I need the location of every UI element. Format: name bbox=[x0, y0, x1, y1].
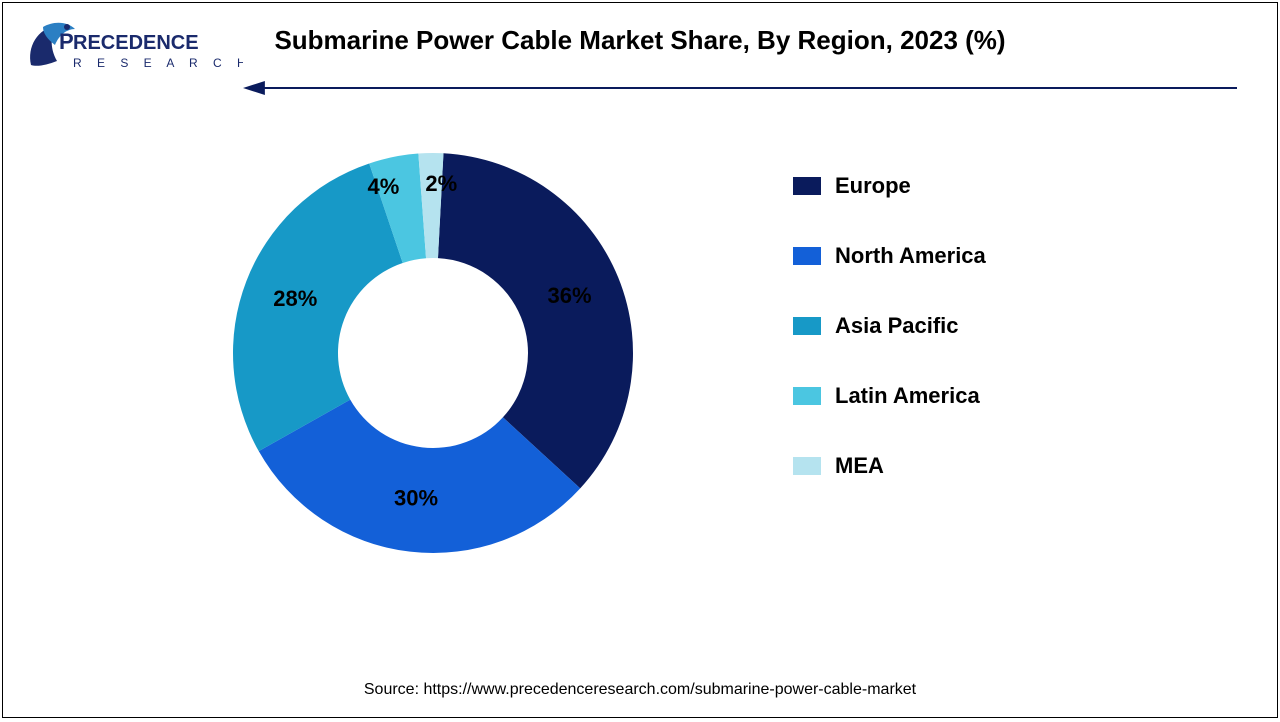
slice-label: 30% bbox=[394, 485, 438, 510]
decorative-arrow bbox=[243, 81, 1237, 95]
logo-secondary: R E S E A R C H bbox=[73, 56, 243, 70]
legend: Europe North America Asia Pacific Latin Ame… bbox=[793, 173, 1153, 523]
slice-asia-pacific bbox=[233, 163, 403, 451]
legend-swatch bbox=[793, 457, 821, 475]
legend-swatch bbox=[793, 317, 821, 335]
legend-item: Asia Pacific bbox=[793, 313, 1153, 339]
legend-item: MEA bbox=[793, 453, 1153, 479]
chart-title: Submarine Power Cable Market Share, By R… bbox=[3, 25, 1277, 56]
legend-label: Latin America bbox=[835, 383, 980, 409]
slice-europe bbox=[438, 153, 633, 488]
legend-swatch bbox=[793, 387, 821, 405]
slice-label: 4% bbox=[367, 174, 399, 199]
legend-label: Europe bbox=[835, 173, 911, 199]
legend-swatch bbox=[793, 177, 821, 195]
legend-item: North America bbox=[793, 243, 1153, 269]
legend-label: MEA bbox=[835, 453, 884, 479]
legend-label: North America bbox=[835, 243, 986, 269]
slice-label: 36% bbox=[548, 283, 592, 308]
legend-swatch bbox=[793, 247, 821, 265]
legend-item: Europe bbox=[793, 173, 1153, 199]
slice-label: 2% bbox=[425, 171, 457, 196]
slice-label: 28% bbox=[273, 286, 317, 311]
legend-label: Asia Pacific bbox=[835, 313, 959, 339]
chart-frame: P RECEDENCE R E S E A R C H Submarine Po… bbox=[2, 2, 1278, 718]
legend-item: Latin America bbox=[793, 383, 1153, 409]
source-text: Source: https://www.precedenceresearch.c… bbox=[3, 681, 1277, 699]
donut-chart: 36% 30% 28% 4% 2% bbox=[213, 133, 653, 573]
